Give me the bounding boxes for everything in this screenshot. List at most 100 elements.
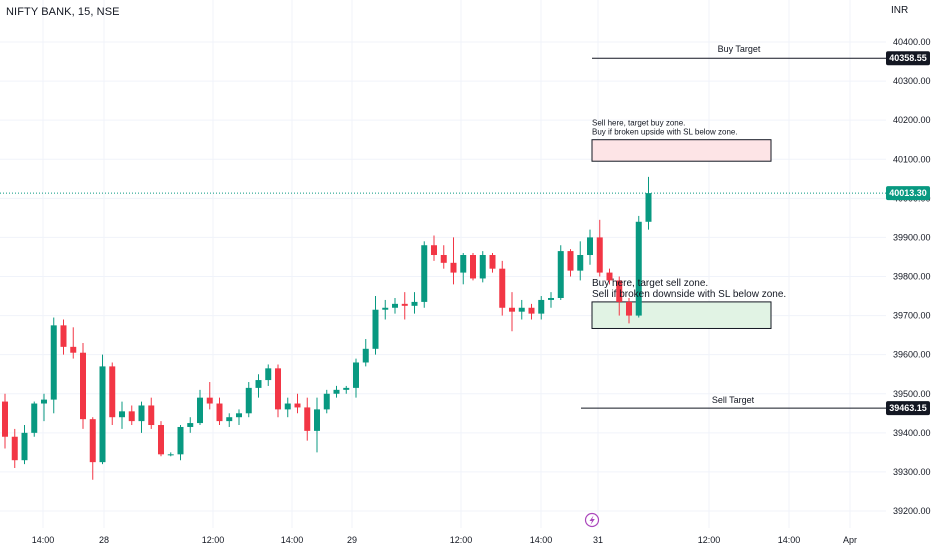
symbol-title: NIFTY BANK, 15, NSE [6,6,120,18]
buy-zone-box[interactable] [591,301,772,329]
candle-body [401,303,408,306]
sell-target-label: Sell Target [712,395,755,405]
candle [216,397,223,426]
svg-text:40013.30: 40013.30 [889,188,927,198]
candle [187,417,194,433]
candle-body [421,245,428,302]
candle [372,296,379,355]
candle [50,317,57,414]
candle [226,413,233,427]
candle [353,358,359,398]
candle [294,393,301,414]
time-tick-label: 31 [593,535,603,545]
candle [626,297,632,324]
candle-body [21,432,28,461]
candle-body [343,387,350,390]
candle [489,253,496,273]
candle-body [148,405,155,426]
candle-body [353,362,359,388]
candle [275,364,281,418]
candle-body [323,393,330,410]
candle [362,339,369,367]
candle-body [128,411,135,422]
event-lightning-icon[interactable] [584,512,600,528]
candle [401,292,408,320]
candle [450,237,457,285]
price-tick-label: 39300.00 [893,467,931,477]
time-tick-label: 29 [347,535,357,545]
candle [382,299,389,320]
candle-body [216,403,223,422]
currency-label: INR [891,5,909,16]
candle-body [138,405,145,422]
candle-body [236,413,242,418]
candle [518,299,525,320]
candle-body [50,325,57,400]
candle-body [333,389,340,394]
time-axis[interactable]: 14:00 28 12:00 14:00 29 12:00 14:00 31 12:00 14:0… [0,528,886,550]
candle [255,374,262,398]
price-axis[interactable]: 40400.0040300.0040200.0040100.0040000.00… [886,0,932,550]
candle [60,319,67,355]
candle-body [11,436,18,461]
time-tick-label: 12:00 [202,535,225,545]
candle [148,397,155,429]
price-tick-label: 39700.00 [893,311,931,321]
candle-body [80,352,86,420]
candles-layer [2,176,652,480]
time-tick-label: 14:00 [32,535,55,545]
candle [138,401,145,433]
candle [411,292,418,314]
candle [2,393,8,449]
candle [314,397,320,453]
time-tick-label: 12:00 [698,535,721,545]
price-tick-label: 39800.00 [893,272,931,282]
candle-body [440,255,447,263]
candle [21,425,28,465]
sell-zone-box[interactable] [591,139,772,162]
candle [528,303,535,320]
candle-body [596,237,603,273]
candle-body [284,403,291,410]
candle-body [362,348,369,363]
candle [284,397,291,418]
candle-body [60,325,67,347]
candle-body [197,397,203,424]
candle [197,389,203,426]
candle [635,215,642,318]
time-tick-label: 14:00 [778,535,801,545]
candle [323,389,330,414]
candle-body [567,251,574,271]
candle [109,362,116,426]
candle [80,342,86,429]
candle [128,405,135,426]
candle-body [587,237,593,256]
candle [70,327,77,359]
candle-body [577,255,584,271]
candle [557,245,564,300]
candle-body [411,301,418,306]
candle [509,292,515,332]
candle [333,385,340,398]
buy-zone-text-line2: Sell if broken downside with SL below zo… [592,289,786,300]
candle-body [635,221,642,316]
candle-body [294,403,301,408]
lightning-icon [589,515,595,525]
candle-body [265,368,272,381]
candle [479,251,486,283]
candle-body [255,380,262,388]
candle [577,241,584,281]
candle-body [489,255,496,269]
buy-target-price-tag: 40358.55 [886,51,930,66]
candle-body [372,309,379,349]
svg-text:40358.55: 40358.55 [889,53,927,63]
price-tick-label: 39600.00 [893,350,931,360]
zones-layer [591,139,772,329]
price-tick-label: 40300.00 [893,76,931,86]
price-tags-layer: 40358.55 39463.15 40013.30 [886,51,930,416]
candle-body [616,280,623,302]
candle-body [167,454,174,456]
price-tick-label: 39900.00 [893,232,931,242]
candle-body [645,193,652,222]
